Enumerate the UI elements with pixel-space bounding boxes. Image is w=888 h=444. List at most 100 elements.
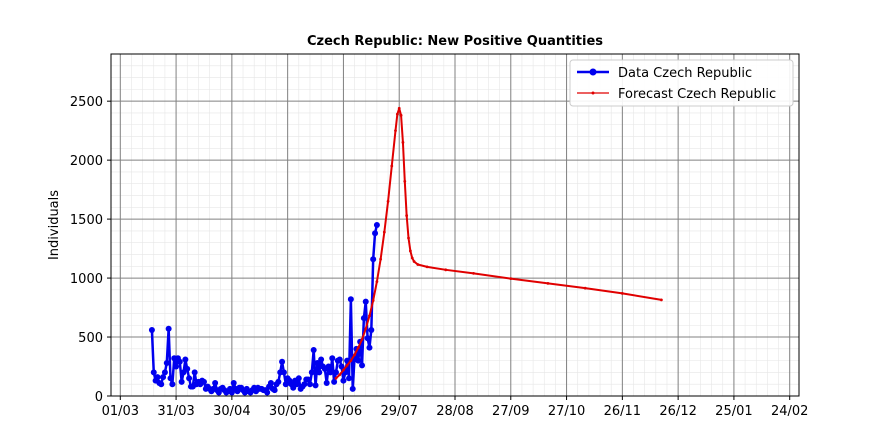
forecast-point — [408, 249, 412, 253]
data-point — [323, 380, 330, 387]
y-tick-label: 0 — [95, 390, 103, 405]
data-point — [360, 315, 367, 322]
data-point — [305, 376, 312, 383]
forecast-point — [371, 299, 375, 302]
forecast-point — [356, 346, 360, 350]
data-point — [184, 365, 191, 372]
legend-marker-forecast — [591, 91, 595, 95]
data-point — [173, 363, 180, 370]
forecast-point — [403, 179, 407, 183]
series-layer — [148, 106, 663, 396]
data-point — [148, 326, 155, 333]
legend-marker-data — [589, 68, 597, 76]
forecast-point — [660, 298, 663, 302]
x-axis-ticks: 01/03 31/03 30/04 30/05 29/06 29/07 28/08 27/09… — [102, 396, 808, 419]
x-tick-label: 25/01 — [715, 404, 752, 419]
x-tick-label: 26/12 — [659, 404, 696, 419]
forecast-point — [397, 106, 401, 110]
data-point — [295, 375, 302, 382]
data-point — [327, 369, 334, 376]
data-point — [312, 382, 319, 389]
data-point — [362, 298, 369, 305]
data-point — [280, 369, 287, 376]
forecast-point — [410, 256, 414, 260]
forecast-point — [342, 368, 345, 372]
x-tick-label: 01/03 — [102, 404, 139, 419]
forecast-point — [407, 236, 410, 240]
data-point — [191, 369, 198, 376]
x-tick-label: 31/03 — [157, 404, 194, 419]
forecast-point — [416, 263, 420, 266]
data-point — [182, 356, 189, 363]
data-point — [161, 369, 168, 376]
data-point — [325, 363, 332, 370]
data-point — [167, 375, 174, 382]
data-point — [346, 375, 353, 382]
legend-label-data: Data Czech Republic — [618, 66, 752, 81]
forecast-point — [546, 281, 550, 285]
data-point — [160, 374, 167, 381]
data-point — [176, 358, 183, 365]
y-axis-label: Individuals — [47, 190, 62, 260]
data-point — [332, 369, 339, 376]
data-point — [158, 381, 165, 388]
forecast-point — [395, 112, 399, 116]
data-point — [329, 355, 336, 362]
forecast-point — [334, 376, 338, 380]
data-point — [340, 377, 347, 384]
y-tick-label: 2000 — [70, 154, 103, 169]
data-point — [318, 356, 325, 363]
data-point — [347, 296, 354, 303]
y-tick-label: 2500 — [70, 95, 103, 110]
data-point — [308, 369, 315, 376]
data-point — [230, 380, 237, 387]
data-point — [338, 363, 345, 370]
x-tick-label: 28/08 — [436, 404, 473, 419]
data-point — [200, 378, 207, 385]
x-tick-label: 30/05 — [269, 404, 306, 419]
data-point — [310, 347, 317, 354]
data-point — [359, 362, 366, 369]
forecast-point — [399, 113, 403, 117]
data-point — [293, 381, 300, 388]
y-tick-label: 1000 — [70, 272, 103, 287]
legend: Data Czech Republic Forecast Czech Repub… — [569, 59, 794, 107]
x-tick-label: 29/06 — [325, 404, 362, 419]
data-point — [169, 381, 176, 388]
x-tick-label: 27/09 — [492, 404, 529, 419]
forecast-point — [394, 129, 397, 133]
data-point — [290, 384, 297, 391]
data-point — [366, 344, 373, 351]
forecast-point — [444, 268, 448, 272]
data-point — [150, 369, 157, 376]
data-point — [314, 359, 321, 366]
data-point — [228, 389, 235, 396]
forecast-point — [390, 164, 394, 168]
forecast-point — [353, 353, 356, 357]
data-point — [186, 375, 193, 382]
data-point — [267, 380, 274, 387]
forecast-point — [379, 257, 383, 261]
data-point — [282, 381, 289, 388]
legend-label-forecast: Forecast Czech Republic — [618, 87, 776, 102]
y-axis-ticks: 0 500 1000 1500 2000 2500 — [70, 95, 111, 405]
data-point — [275, 378, 282, 385]
forecast-point — [412, 260, 416, 263]
data-point — [180, 369, 187, 376]
data-point — [364, 335, 371, 342]
data-point — [336, 356, 343, 363]
forecast-point — [338, 373, 342, 377]
data-point — [212, 380, 219, 387]
forecast-point — [472, 271, 475, 275]
data-point — [331, 378, 338, 385]
forecast-point — [620, 292, 624, 295]
data-point — [349, 385, 356, 392]
forecast-point — [425, 265, 429, 269]
forecast-point — [386, 200, 390, 203]
x-tick-label: 27/10 — [548, 404, 585, 419]
data-point — [178, 378, 185, 385]
y-tick-label: 1500 — [70, 213, 103, 228]
data-point — [271, 387, 278, 394]
forecast-point — [360, 337, 364, 341]
